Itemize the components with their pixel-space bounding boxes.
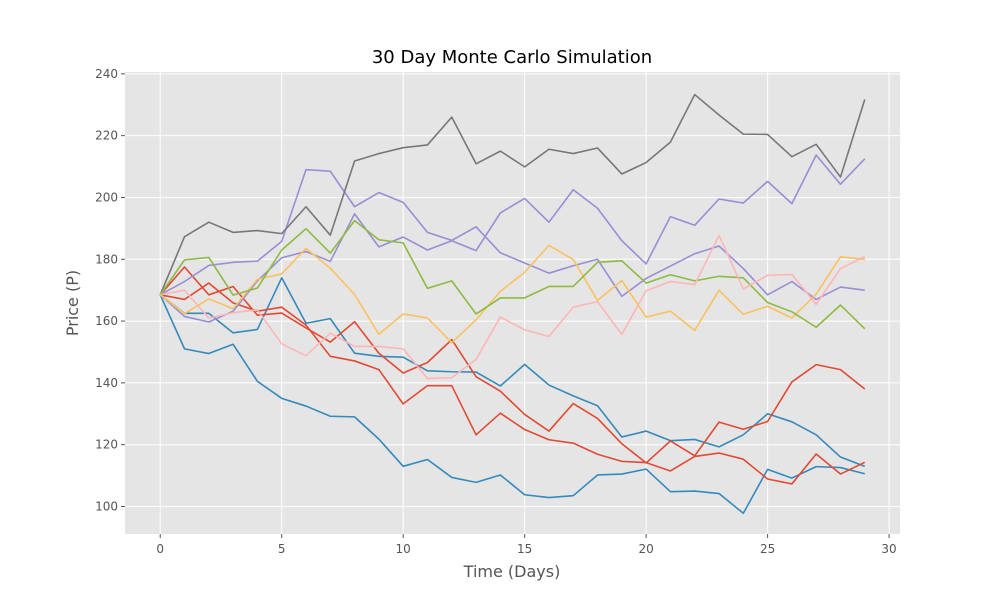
chart-title: 30 Day Monte Carlo Simulation	[372, 47, 652, 68]
y-axis-ticks: 100 120 140 160 180 200 220 240	[95, 67, 125, 513]
x-tick-label: 5	[278, 542, 286, 556]
x-axis-label: Time (Days)	[463, 562, 561, 581]
series-line-3	[159, 266, 866, 464]
y-tick-label: 180	[95, 252, 118, 266]
x-tick-label: 20	[638, 542, 653, 556]
x-tick-label: 30	[881, 542, 896, 556]
x-tick-label: 0	[156, 542, 164, 556]
y-tick-label: 160	[95, 314, 118, 328]
series-line-5	[159, 168, 865, 301]
y-tick-label: 220	[95, 129, 118, 143]
y-tick-label: 100	[95, 499, 118, 513]
x-axis-ticks: 0 5 10 15 20 25 30	[156, 534, 897, 556]
series-line-4	[160, 282, 866, 485]
y-tick-label: 140	[95, 376, 118, 390]
series-line-7	[159, 93, 866, 296]
x-tick-label: 25	[760, 542, 775, 556]
series-line-1	[159, 294, 865, 515]
series-line-9	[159, 219, 866, 330]
y-tick-label: 240	[95, 67, 118, 81]
plot-background	[125, 72, 900, 534]
y-tick-label: 120	[95, 438, 118, 452]
x-tick-label: 15	[517, 542, 532, 556]
series-group	[159, 93, 866, 515]
series-line-6	[159, 154, 866, 323]
series-line-8	[159, 244, 865, 344]
series-line-2	[159, 277, 866, 468]
y-tick-label: 200	[95, 190, 118, 204]
series-line-10	[160, 234, 866, 380]
x-tick-label: 10	[396, 542, 411, 556]
y-axis-label: Price (P)	[63, 270, 82, 336]
